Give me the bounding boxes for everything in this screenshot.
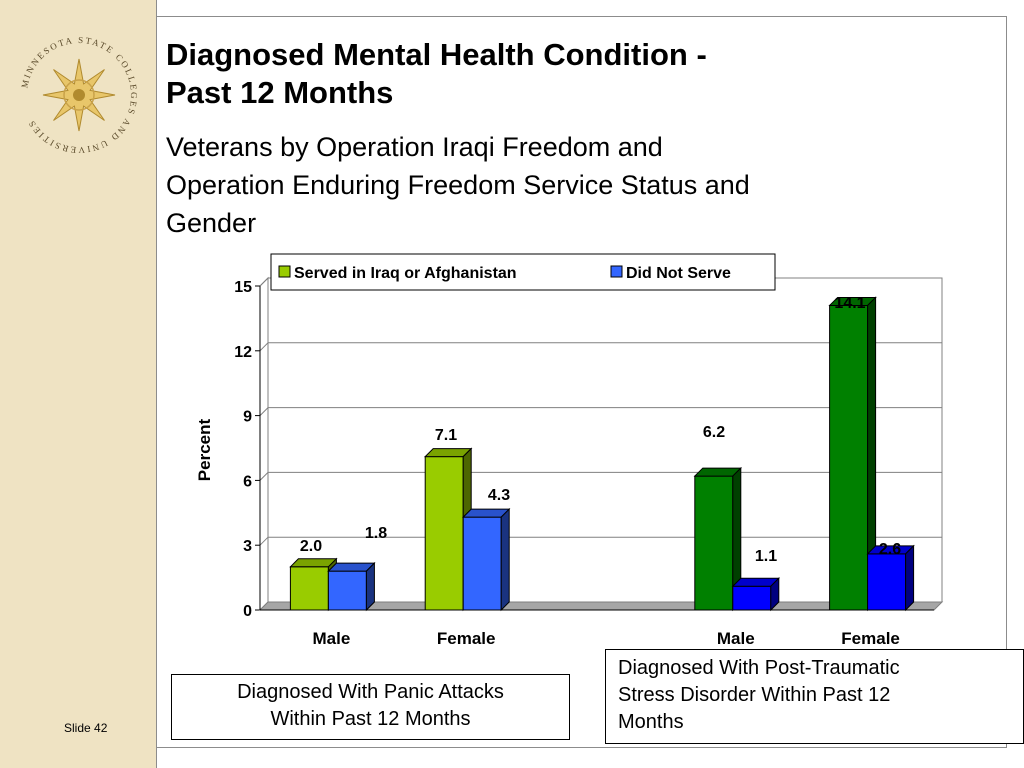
bar-not-served: [327, 570, 367, 611]
y-tick-label: 3: [243, 538, 252, 555]
data-label-served: 6.2: [703, 424, 725, 441]
legend-label: Did Not Serve: [626, 265, 731, 282]
sidebar-panel: MINNESOTA STATE COLLEGES AND UNIVERSITIE…: [0, 0, 157, 768]
data-label-not-served: 1.8: [365, 525, 387, 542]
ptsd-caption: Diagnosed With Post-Traumatic Stress Dis…: [605, 649, 1024, 744]
x-tick-label: Female: [841, 629, 900, 648]
bar-served: [289, 566, 329, 611]
bar-not-served: [462, 516, 502, 611]
seal-star-icon: [42, 58, 116, 132]
legend-label: Served in Iraq or Afghanistan: [294, 265, 517, 282]
data-label-not-served: 2.6: [879, 541, 901, 558]
ptsd-caption-line-3: Months: [618, 711, 684, 733]
slide-number: Slide 42: [64, 721, 108, 735]
bar-not-served: [867, 553, 907, 611]
panic-attacks-caption: Diagnosed With Panic Attacks Within Past…: [171, 674, 570, 740]
bar-not-served-side: [500, 507, 510, 612]
panic-caption-line-1: Diagnosed With Panic Attacks: [237, 681, 504, 703]
bar-not-served-side: [905, 544, 915, 612]
plot-side-wall: [259, 276, 269, 612]
gridline: [259, 342, 942, 352]
gridline: [259, 407, 942, 416]
ptsd-caption-line-2: Stress Disorder Within Past 12: [618, 684, 891, 706]
x-tick-label: Male: [717, 629, 755, 648]
subtitle-line-3: Gender: [166, 208, 257, 238]
ptsd-caption-line-1: Diagnosed With Post-Traumatic: [618, 657, 900, 679]
y-tick-label: 6: [243, 473, 252, 490]
data-label-served: 7.1: [435, 427, 457, 444]
bar-served: [694, 475, 734, 611]
panic-caption-line-2: Within Past 12 Months: [270, 708, 471, 730]
bar-not-served-side: [770, 577, 780, 612]
page-subtitle: Veterans by Operation Iraqi Freedom and …: [166, 128, 946, 242]
y-axis-label: Percent: [195, 418, 214, 481]
bar-not-served-side: [365, 561, 375, 612]
x-tick-label: Female: [437, 629, 496, 648]
data-label-not-served: 4.3: [488, 487, 510, 504]
data-label-not-served: 1.1: [755, 548, 777, 565]
title-line-1: Diagnosed Mental Health Condition -: [166, 37, 707, 72]
y-tick-label: 12: [234, 344, 252, 361]
page-title: Diagnosed Mental Health Condition - Past…: [166, 36, 966, 112]
college-seal-logo: MINNESOTA STATE COLLEGES AND UNIVERSITIE…: [19, 35, 137, 155]
bar-not-served: [732, 585, 772, 611]
bar-served: [829, 304, 869, 611]
legend-swatch: [610, 265, 623, 278]
legend-box: [270, 253, 776, 291]
subtitle-line-2: Operation Enduring Freedom Service Statu…: [166, 170, 750, 200]
bar-served: [424, 456, 464, 611]
legend-swatch: [278, 265, 291, 278]
subtitle-line-1: Veterans by Operation Iraqi Freedom and: [166, 132, 663, 162]
title-line-2: Past 12 Months: [166, 75, 394, 110]
y-tick-label: 15: [234, 279, 252, 296]
data-label-served: 14.1: [834, 295, 865, 312]
x-tick-label: Male: [313, 629, 351, 648]
y-tick-label: 9: [243, 409, 252, 426]
data-label-served: 2.0: [300, 538, 322, 555]
y-tick-label: 0: [243, 603, 252, 620]
